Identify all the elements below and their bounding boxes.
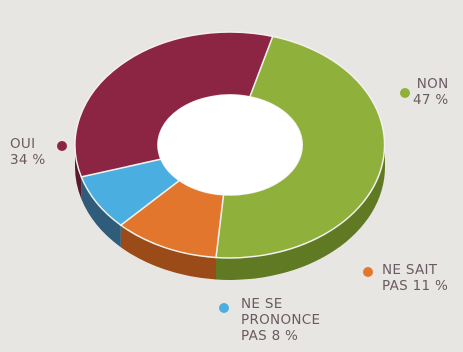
slice-0	[215, 35, 386, 259]
legend-dot-oui	[57, 141, 67, 151]
donut-hole	[158, 95, 302, 195]
slice-3	[74, 31, 274, 178]
label-ne-se-prononce-pas: NE SE PRONONCE PAS 8 %	[241, 296, 321, 344]
legend-dot-ne-se-prononce-pas	[219, 303, 229, 313]
label-non: NON 47 %	[413, 76, 449, 108]
slice-side-0	[216, 145, 385, 280]
slice-side-1	[120, 225, 216, 280]
slice-side-2	[81, 176, 121, 248]
legend-dot-non	[400, 88, 410, 98]
label-oui: OUI 34 %	[10, 136, 46, 168]
legend-dot-ne-sait-pas	[363, 267, 373, 277]
label-ne-sait-pas: NE SAIT PAS 11 %	[382, 262, 449, 294]
slice-side-3	[75, 145, 82, 199]
